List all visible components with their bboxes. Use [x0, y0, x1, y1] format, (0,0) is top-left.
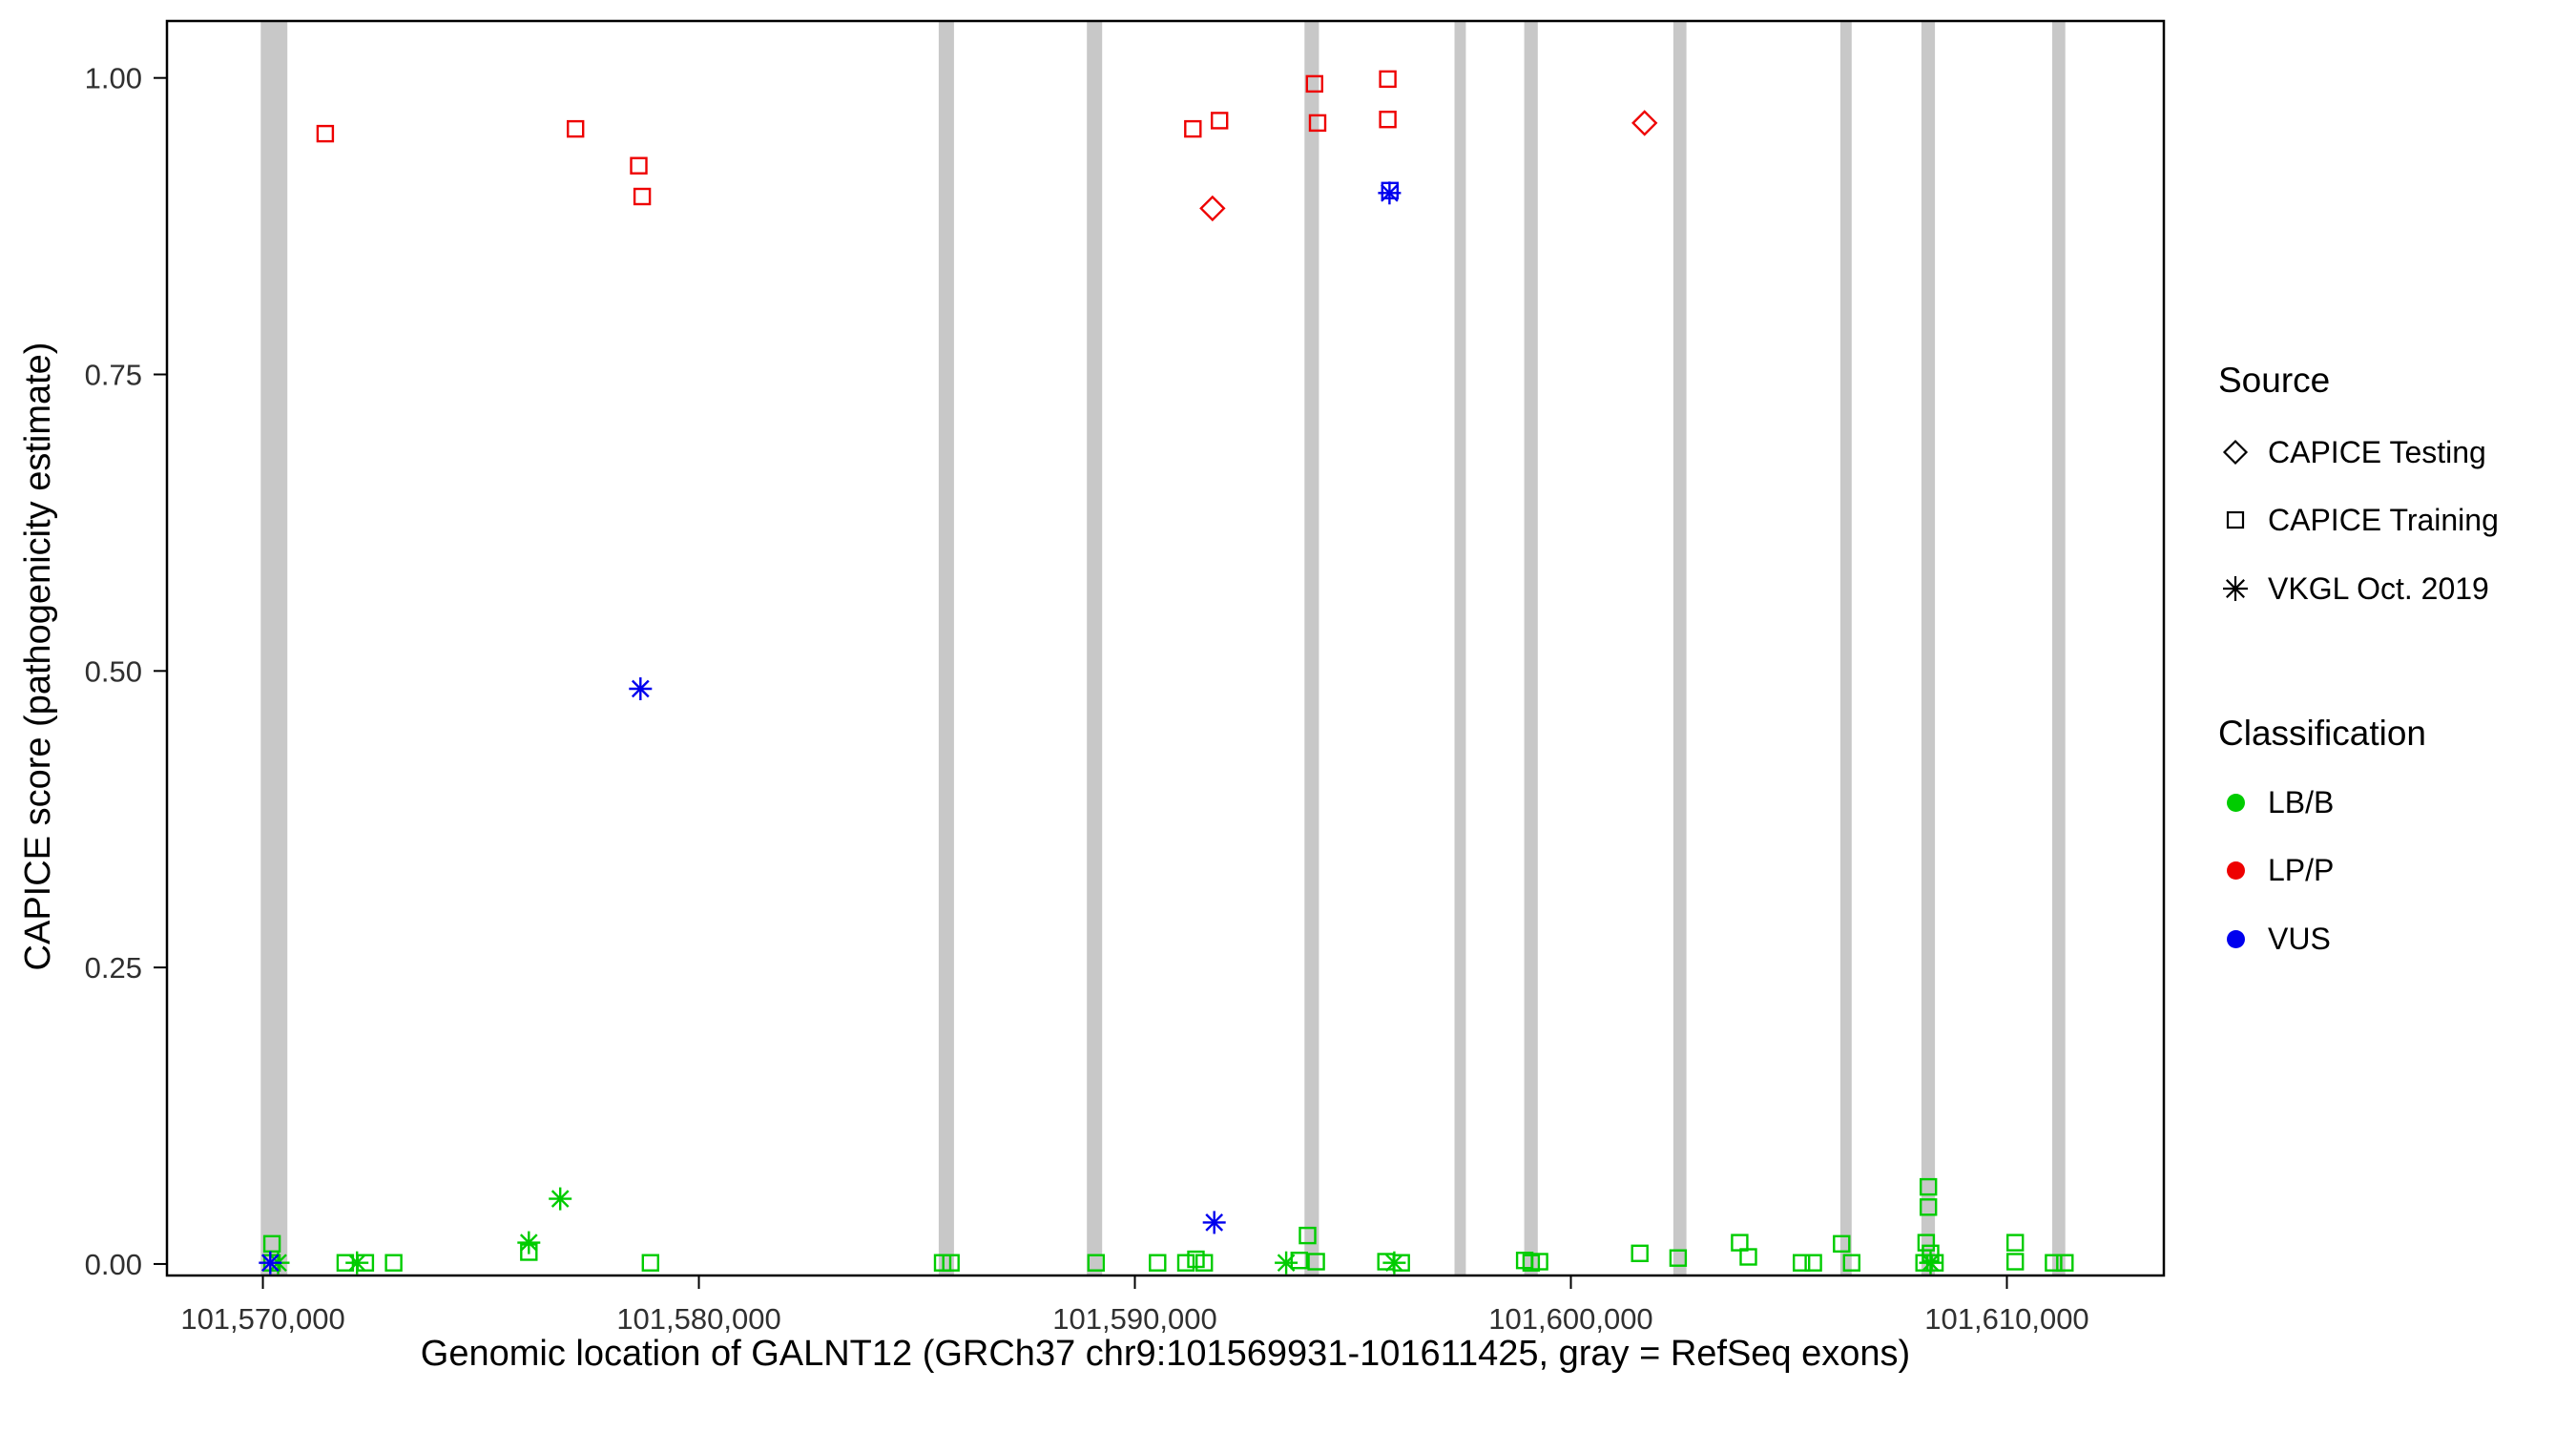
data-point-square: [2045, 1254, 2063, 1272]
y-tick-label: 0.25: [85, 951, 142, 985]
lpp-color-dot: [2227, 861, 2245, 880]
data-point-square: [1087, 1254, 1106, 1272]
data-point-square: [1669, 1249, 1688, 1267]
data-point-square: [1176, 1254, 1195, 1272]
data-point-square: [1731, 1234, 1749, 1252]
data-point-square: [567, 119, 585, 138]
data-point-square: [1739, 1248, 1757, 1266]
data-point-square: [1149, 1254, 1167, 1272]
data-point-square: [1917, 1234, 1936, 1252]
data-point-square: [1833, 1234, 1851, 1254]
data-point-asterisk: [629, 677, 653, 700]
data-point-square: [1631, 1244, 1649, 1263]
data-point-square: [1919, 1177, 1938, 1196]
data-point-square: [1842, 1254, 1861, 1272]
exon-bar: [1921, 21, 1936, 1275]
x-tick-label: 101,590,000: [1052, 1302, 1216, 1336]
exon-bar: [2052, 21, 2066, 1275]
data-point-asterisk: [517, 1231, 541, 1255]
data-point-asterisk: [1275, 1251, 1298, 1275]
data-point-asterisk: [1919, 1251, 1942, 1275]
data-point-square: [1804, 1254, 1822, 1272]
data-point-square: [1308, 114, 1327, 133]
lbb-color-dot: [2227, 793, 2245, 812]
legend-item-label: CAPICE Testing: [2268, 434, 2486, 469]
data-point-square: [1298, 1226, 1317, 1245]
exon-bar: [938, 21, 954, 1275]
data-point-square: [1195, 1254, 1214, 1272]
exon-bar: [1839, 21, 1852, 1275]
data-point-square: [1792, 1254, 1811, 1272]
x-axis-title: Genomic location of GALNT12 (GRCh37 chr9…: [420, 1334, 1911, 1374]
x-tick-label: 101,610,000: [1924, 1302, 2088, 1336]
legend-item-lbb: LB/B: [2218, 781, 2334, 823]
legend-item-label: LB/B: [2268, 784, 2335, 819]
data-point-square: [2056, 1254, 2074, 1272]
exon-bar: [1672, 21, 1687, 1275]
data-point-asterisk: [259, 1251, 282, 1275]
x-tick-label: 101,570,000: [180, 1302, 344, 1336]
data-point-square: [630, 156, 648, 175]
data-point-square: [262, 1234, 281, 1254]
legend: Source CAPICE Testing CAPICE Training VK…: [2218, 0, 2576, 1431]
data-point-square: [1379, 70, 1397, 89]
data-point-square: [641, 1254, 659, 1272]
legend-item-label: CAPICE Training: [2268, 502, 2499, 537]
x-tick-label: 101,580,000: [616, 1302, 780, 1336]
data-point-asterisk: [1378, 181, 1402, 205]
exon-bar: [1087, 21, 1103, 1275]
data-point-square: [1919, 1198, 1938, 1216]
data-point-asterisk: [345, 1251, 369, 1275]
diamond-icon: [2222, 439, 2249, 466]
data-point-square: [2005, 1253, 2025, 1271]
legend-item-label: VUS: [2268, 921, 2331, 956]
exon-bar: [1454, 21, 1466, 1275]
data-point-square: [2005, 1234, 2025, 1252]
data-point-square: [1305, 74, 1324, 93]
data-point-diamond: [1631, 110, 1658, 136]
y-tick-label: 0.50: [85, 654, 142, 688]
data-point-square: [384, 1254, 403, 1272]
legend-item-vkgl: VKGL Oct. 2019: [2218, 568, 2489, 610]
data-point-square: [1210, 112, 1229, 130]
x-tick-label: 101,600,000: [1488, 1302, 1652, 1336]
legend-item-label: VKGL Oct. 2019: [2268, 570, 2489, 606]
data-point-square: [633, 187, 652, 206]
data-point-asterisk: [1382, 1251, 1406, 1275]
data-point-square: [1290, 1251, 1309, 1270]
legend-item-label: LP/P: [2268, 852, 2335, 887]
data-point-square: [1379, 110, 1397, 129]
data-point-asterisk: [549, 1187, 572, 1211]
data-point-square: [1530, 1253, 1548, 1271]
data-point-asterisk: [1202, 1211, 1226, 1234]
data-point-diamond: [1199, 195, 1226, 222]
y-tick-label: 0.00: [85, 1248, 142, 1281]
data-point-square: [942, 1254, 960, 1272]
y-tick-label: 1.00: [85, 62, 142, 95]
exon-bar: [260, 21, 288, 1275]
legend-source-title: Source: [2218, 361, 2331, 400]
legend-item-vus: VUS: [2218, 918, 2331, 960]
y-axis-title: CAPICE score (pathogenicity estimate): [18, 342, 58, 971]
legend-item-capice-training: CAPICE Training: [2218, 499, 2499, 541]
y-tick-label: 0.75: [85, 358, 142, 391]
exon-bar: [1304, 21, 1319, 1275]
square-icon: [2226, 510, 2245, 529]
panel-border: [165, 19, 2166, 1277]
legend-classification-title: Classification: [2218, 714, 2426, 753]
data-point-square: [1307, 1253, 1325, 1271]
data-point-square: [316, 124, 335, 143]
asterisk-icon: [2223, 576, 2248, 601]
exon-bar: [1524, 21, 1538, 1275]
legend-item-capice-testing: CAPICE Testing: [2218, 431, 2486, 473]
data-point-square: [1184, 119, 1202, 138]
vus-color-dot: [2227, 929, 2245, 948]
legend-item-lpp: LP/P: [2218, 849, 2334, 891]
